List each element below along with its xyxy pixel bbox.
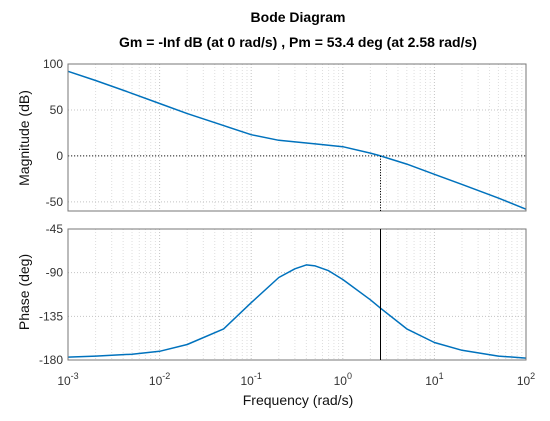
phase-plot-area [68,229,526,360]
x-tick-label: 102 [517,371,535,388]
magnitude-axis-label: Magnitude (dB) [16,90,32,186]
phase-y-tick-label: -90 [46,266,64,280]
phase-y-tick-label: -45 [46,222,64,236]
x-tick-label: 100 [334,371,352,388]
chart-title: Bode Diagram [251,9,346,25]
x-tick-label: 10-3 [57,371,78,388]
phase-y-tick-label: -135 [39,309,63,323]
x-tick-label: 101 [425,371,443,388]
magnitude-panel: 100 50 0 -50 [43,57,527,212]
phase-y-tick-label: -180 [39,353,63,367]
x-tick-label: 10-1 [241,371,262,388]
magnitude-y-tick-label: 50 [50,103,64,117]
magnitude-series-line [67,70,527,210]
phase-axis-label: Phase (deg) [16,254,32,330]
magnitude-plot-area [68,64,526,211]
magnitude-axes-box [67,63,527,212]
x-axis-label: Frequency (rad/s) [243,392,353,408]
phase-panel: -45 -90 -135 -180 [39,222,527,367]
phase-axes-box [67,228,527,361]
magnitude-y-tick-label: -50 [46,195,64,209]
magnitude-y-tick-label: 0 [56,149,63,163]
chart-subtitle: Gm = -Inf dB (at 0 rad/s) , Pm = 53.4 de… [119,34,477,50]
x-tick-labels: 10-3 10-2 10-1 100 101 102 [57,371,535,388]
magnitude-y-tick-label: 100 [43,57,63,71]
x-tick-label: 10-2 [149,371,170,388]
phase-series-line [67,264,527,359]
